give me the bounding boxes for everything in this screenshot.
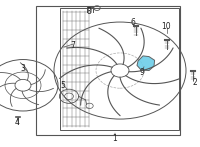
Text: 1: 1 <box>113 134 117 143</box>
Text: 4: 4 <box>15 118 19 127</box>
Bar <box>60 8 179 130</box>
Text: 2: 2 <box>193 78 197 87</box>
Text: 7: 7 <box>71 41 75 50</box>
Polygon shape <box>137 56 155 71</box>
Text: 3: 3 <box>21 64 25 73</box>
Text: 9: 9 <box>140 68 144 77</box>
Text: 5: 5 <box>61 81 65 91</box>
Text: 10: 10 <box>161 22 171 31</box>
Text: 6: 6 <box>131 18 135 27</box>
Text: 8: 8 <box>87 6 91 16</box>
Bar <box>36 6 180 135</box>
